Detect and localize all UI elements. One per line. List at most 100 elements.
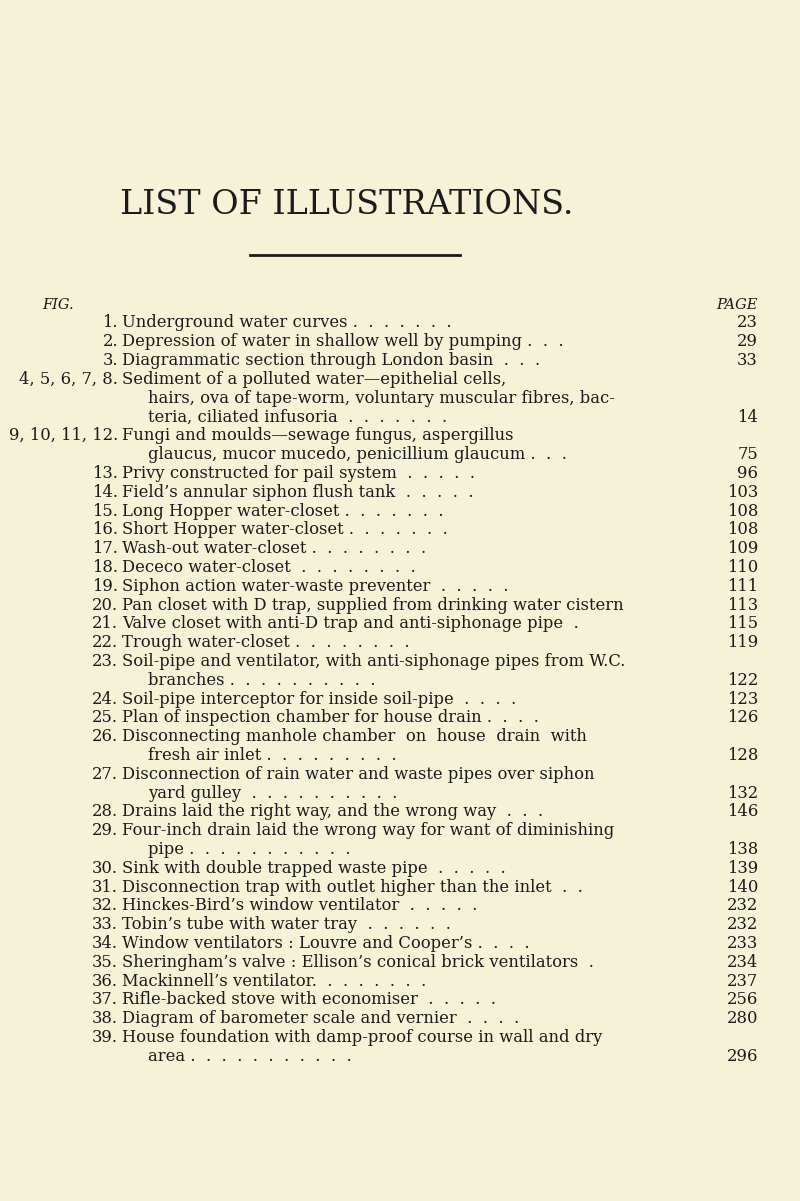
Text: 35.: 35.: [92, 954, 118, 970]
Text: 14.: 14.: [92, 484, 118, 501]
Text: branches .  .  .  .  .  .  .  .  .  .: branches . . . . . . . . . .: [148, 671, 375, 688]
Text: 19.: 19.: [92, 578, 118, 594]
Text: 29: 29: [737, 334, 758, 351]
Text: Field’s annular siphon flush tank  .  .  .  .  .: Field’s annular siphon flush tank . . . …: [122, 484, 474, 501]
Text: 21.: 21.: [92, 615, 118, 632]
Text: 128: 128: [726, 747, 758, 764]
Text: 110: 110: [726, 558, 758, 576]
Text: 122: 122: [726, 671, 758, 688]
Text: Sediment of a polluted water—epithelial cells,: Sediment of a polluted water—epithelial …: [122, 371, 506, 388]
Text: Window ventilators : Louvre and Cooper’s .  .  .  .: Window ventilators : Louvre and Cooper’s…: [122, 934, 530, 952]
Text: 36.: 36.: [92, 973, 118, 990]
Text: 232: 232: [726, 897, 758, 914]
Text: FIG.: FIG.: [42, 298, 74, 312]
Text: 146: 146: [726, 803, 758, 820]
Text: Trough water-closet .  .  .  .  .  .  .  .: Trough water-closet . . . . . . . .: [122, 634, 410, 651]
Text: 3.: 3.: [102, 352, 118, 369]
Text: 31.: 31.: [92, 878, 118, 896]
Text: 140: 140: [726, 878, 758, 896]
Text: 232: 232: [726, 916, 758, 933]
Text: teria, ciliated infusoria  .  .  .  .  .  .  .: teria, ciliated infusoria . . . . . . .: [148, 408, 447, 425]
Text: 96: 96: [737, 465, 758, 482]
Text: 109: 109: [726, 540, 758, 557]
Text: area .  .  .  .  .  .  .  .  .  .  .: area . . . . . . . . . . .: [148, 1047, 352, 1065]
Text: Disconnection of rain water and waste pipes over siphon: Disconnection of rain water and waste pi…: [122, 766, 594, 783]
Text: Siphon action water-waste preventer  .  .  .  .  .: Siphon action water-waste preventer . . …: [122, 578, 509, 594]
Text: Dececo water-closet  .  .  .  .  .  .  .  .: Dececo water-closet . . . . . . . .: [122, 558, 416, 576]
Text: 24.: 24.: [92, 691, 118, 707]
Text: 33.: 33.: [92, 916, 118, 933]
Text: hairs, ova of tape-worm, voluntary muscular fibres, bac-: hairs, ova of tape-worm, voluntary muscu…: [148, 389, 615, 407]
Text: Privy constructed for pail system  .  .  .  .  .: Privy constructed for pail system . . . …: [122, 465, 475, 482]
Text: LIST OF ILLUSTRATIONS.: LIST OF ILLUSTRATIONS.: [120, 189, 574, 221]
Text: 20.: 20.: [92, 597, 118, 614]
Text: 296: 296: [726, 1047, 758, 1065]
Text: 39.: 39.: [92, 1029, 118, 1046]
Text: 115: 115: [727, 615, 758, 632]
Text: fresh air inlet .  .  .  .  .  .  .  .  .: fresh air inlet . . . . . . . . .: [148, 747, 397, 764]
Text: pipe .  .  .  .  .  .  .  .  .  .  .: pipe . . . . . . . . . . .: [148, 841, 350, 858]
Text: Short Hopper water-closet .  .  .  .  .  .  .: Short Hopper water-closet . . . . . . .: [122, 521, 448, 538]
Text: 22.: 22.: [92, 634, 118, 651]
Text: Diagrammatic section through London basin  .  .  .: Diagrammatic section through London basi…: [122, 352, 540, 369]
Text: 34.: 34.: [92, 934, 118, 952]
Text: glaucus, mucor mucedo, penicillium glaucum .  .  .: glaucus, mucor mucedo, penicillium glauc…: [148, 446, 567, 464]
Text: 15.: 15.: [92, 502, 118, 520]
Text: 4, 5, 6, 7, 8.: 4, 5, 6, 7, 8.: [19, 371, 118, 388]
Text: Long Hopper water-closet .  .  .  .  .  .  .: Long Hopper water-closet . . . . . . .: [122, 502, 443, 520]
Text: 256: 256: [726, 991, 758, 1009]
Text: 2.: 2.: [102, 334, 118, 351]
Text: 280: 280: [726, 1010, 758, 1027]
Text: Rifle-backed stove with economiser  .  .  .  .  .: Rifle-backed stove with economiser . . .…: [122, 991, 496, 1009]
Text: 111: 111: [727, 578, 758, 594]
Text: Valve closet with anti-D trap and anti-siphonage pipe  .: Valve closet with anti-D trap and anti-s…: [122, 615, 578, 632]
Text: Pan closet with D trap, supplied from drinking water cistern: Pan closet with D trap, supplied from dr…: [122, 597, 624, 614]
Text: House foundation with damp-proof course in wall and dry: House foundation with damp-proof course …: [122, 1029, 602, 1046]
Text: 23: 23: [737, 315, 758, 331]
Text: PAGE: PAGE: [717, 298, 758, 312]
Text: 25.: 25.: [92, 710, 118, 727]
Text: 37.: 37.: [92, 991, 118, 1009]
Text: Drains laid the right way, and the wrong way  .  .  .: Drains laid the right way, and the wrong…: [122, 803, 543, 820]
Text: Underground water curves .  .  .  .  .  .  .: Underground water curves . . . . . . .: [122, 315, 452, 331]
Text: Fungi and moulds—sewage fungus, aspergillus: Fungi and moulds—sewage fungus, aspergil…: [122, 428, 514, 444]
Text: 28.: 28.: [92, 803, 118, 820]
Text: 108: 108: [726, 502, 758, 520]
Text: Depression of water in shallow well by pumping .  .  .: Depression of water in shallow well by p…: [122, 334, 564, 351]
Text: Disconnecting manhole chamber  on  house  drain  with: Disconnecting manhole chamber on house d…: [122, 728, 587, 745]
Text: 38.: 38.: [92, 1010, 118, 1027]
Text: 1.: 1.: [102, 315, 118, 331]
Text: 123: 123: [726, 691, 758, 707]
Text: 30.: 30.: [92, 860, 118, 877]
Text: 138: 138: [726, 841, 758, 858]
Text: 113: 113: [727, 597, 758, 614]
Text: 126: 126: [726, 710, 758, 727]
Text: 103: 103: [726, 484, 758, 501]
Text: Soil-pipe and ventilator, with anti-siphonage pipes from W.C.: Soil-pipe and ventilator, with anti-siph…: [122, 653, 626, 670]
Text: Sink with double trapped waste pipe  .  .  .  .  .: Sink with double trapped waste pipe . . …: [122, 860, 506, 877]
Text: 14: 14: [737, 408, 758, 425]
Text: 132: 132: [726, 784, 758, 801]
Text: Four-inch drain laid the wrong way for want of diminishing: Four-inch drain laid the wrong way for w…: [122, 823, 614, 839]
Text: 27.: 27.: [92, 766, 118, 783]
Text: 234: 234: [726, 954, 758, 970]
Text: Sheringham’s valve : Ellison’s conical brick ventilators  .: Sheringham’s valve : Ellison’s conical b…: [122, 954, 594, 970]
Text: 108: 108: [726, 521, 758, 538]
Text: 17.: 17.: [92, 540, 118, 557]
Text: Mackinnell’s ventilator.  .  .  .  .  .  .  .: Mackinnell’s ventilator. . . . . . . .: [122, 973, 426, 990]
Text: 16.: 16.: [92, 521, 118, 538]
Text: 23.: 23.: [92, 653, 118, 670]
Text: 119: 119: [726, 634, 758, 651]
Text: 18.: 18.: [92, 558, 118, 576]
Text: Diagram of barometer scale and vernier  .  .  .  .: Diagram of barometer scale and vernier .…: [122, 1010, 519, 1027]
Text: 32.: 32.: [92, 897, 118, 914]
Text: 75: 75: [738, 446, 758, 464]
Text: Wash-out water-closet .  .  .  .  .  .  .  .: Wash-out water-closet . . . . . . . .: [122, 540, 426, 557]
Text: 26.: 26.: [92, 728, 118, 745]
Text: 237: 237: [726, 973, 758, 990]
Text: 9, 10, 11, 12.: 9, 10, 11, 12.: [9, 428, 118, 444]
Text: 29.: 29.: [92, 823, 118, 839]
Text: yard gulley  .  .  .  .  .  .  .  .  .  .: yard gulley . . . . . . . . . .: [148, 784, 398, 801]
Text: Soil-pipe interceptor for inside soil-pipe  .  .  .  .: Soil-pipe interceptor for inside soil-pi…: [122, 691, 516, 707]
Text: Hinckes-Bird’s window ventilator  .  .  .  .  .: Hinckes-Bird’s window ventilator . . . .…: [122, 897, 478, 914]
